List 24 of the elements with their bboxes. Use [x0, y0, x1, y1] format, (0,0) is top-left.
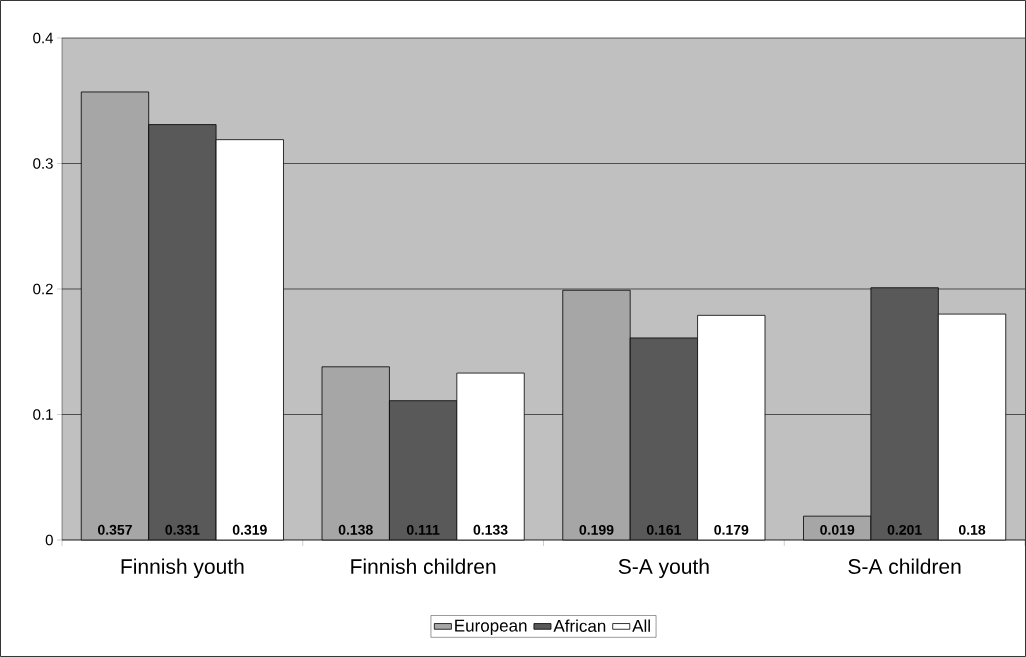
data-label: 0.138 [338, 524, 373, 535]
x-tick-label: Finnish children [351, 558, 496, 574]
data-label: 0.019 [820, 524, 855, 535]
y-tick-label: 0.2 [33, 283, 53, 295]
data-label: 0.133 [473, 524, 508, 535]
data-label: 0.111 [406, 524, 440, 535]
x-tick-label: S-A youth [618, 558, 709, 579]
data-label: 0.199 [579, 524, 614, 535]
data-label: 0.319 [232, 524, 267, 535]
data-label: 0.357 [98, 524, 132, 535]
x-tick-label: S-A children [848, 558, 961, 574]
data-label: 0.18 [958, 524, 986, 535]
data-label: 0.161 [646, 524, 682, 535]
data-label: 0.201 [887, 524, 922, 535]
y-tick-label: 0.4 [33, 32, 54, 44]
x-tick-label: Finnish youth [121, 558, 244, 579]
legend-label: All [632, 619, 650, 632]
y-tick-label: 0.3 [33, 158, 53, 169]
data-label: 0.331 [165, 524, 200, 535]
y-tick-label: 0 [45, 534, 53, 546]
legend-label: European [455, 619, 527, 636]
y-tick-label: 0.1 [33, 409, 53, 420]
legend-label: African [553, 619, 606, 632]
data-label: 0.179 [714, 524, 749, 535]
